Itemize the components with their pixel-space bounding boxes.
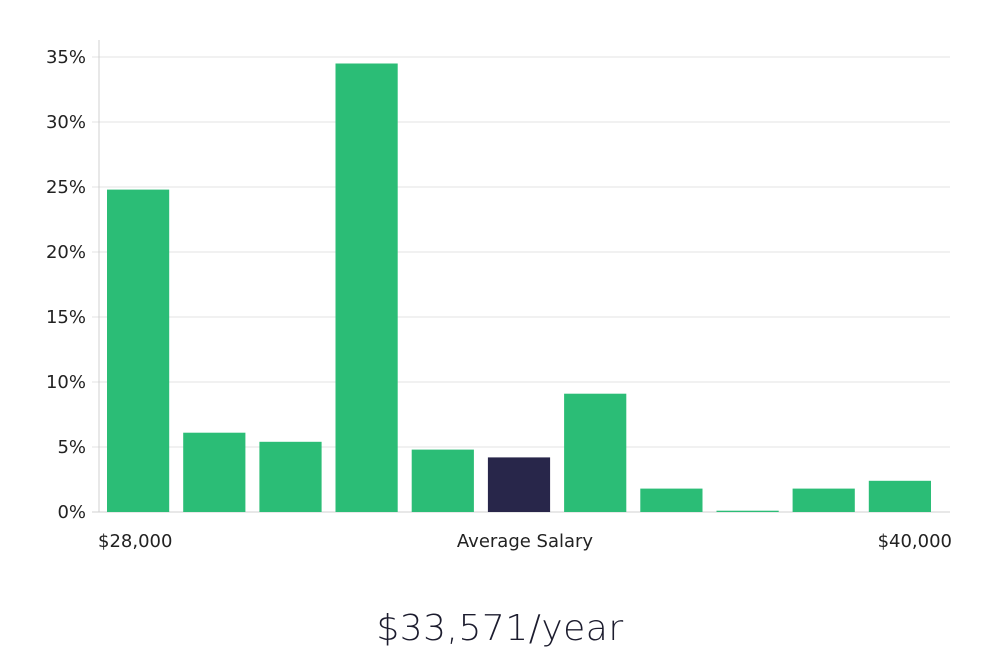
y-tick-label: 25% xyxy=(46,177,86,198)
x-axis-left-label: $28,000 xyxy=(98,531,172,552)
y-tick-label: 30% xyxy=(46,112,86,133)
bar-highlighted xyxy=(487,457,551,512)
x-axis-title: Average Salary xyxy=(457,531,594,552)
y-tick-label: 10% xyxy=(46,372,86,393)
bars xyxy=(107,63,931,512)
bar xyxy=(640,488,703,512)
bar xyxy=(259,441,322,512)
bar xyxy=(792,488,855,512)
y-tick-label: 15% xyxy=(46,307,86,328)
bar xyxy=(564,393,627,512)
bar xyxy=(107,189,170,512)
bar xyxy=(716,510,779,512)
average-salary-value: $33,571/year xyxy=(376,608,624,649)
y-tick-label: 0% xyxy=(57,502,86,523)
bar xyxy=(335,63,398,512)
bar xyxy=(411,449,474,512)
y-tick-label: 20% xyxy=(46,242,86,263)
y-tick-label: 5% xyxy=(57,437,86,458)
bar xyxy=(183,432,246,512)
bar xyxy=(868,480,931,512)
x-axis-right-label: $40,000 xyxy=(878,531,952,552)
y-axis: 0% 5% 10% 15% 20% 25% 30% 35% xyxy=(46,40,100,523)
salary-histogram: 0% 5% 10% 15% 20% 25% 30% 35% $28,000 Average S… xyxy=(46,40,952,552)
y-tick-label: 35% xyxy=(46,47,86,68)
